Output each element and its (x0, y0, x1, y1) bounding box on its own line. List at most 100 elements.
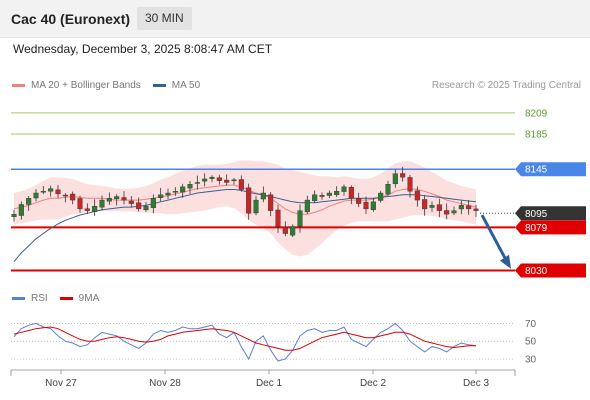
level-tag-8145: 8145 (515, 162, 586, 177)
candle-body (282, 227, 288, 234)
chart-header: Cac 40 (Euronext) 30 MIN (0, 0, 590, 38)
candle (304, 195, 310, 214)
candle (334, 186, 340, 198)
candle (194, 175, 200, 190)
candle-body (92, 206, 98, 213)
instrument-title: Cac 40 (Euronext) (11, 11, 131, 27)
candle-body (165, 192, 171, 196)
candle-body (334, 191, 340, 195)
bollinger-band (14, 160, 476, 257)
candle-body (202, 178, 208, 182)
ma20-line (13, 184, 477, 215)
candle-body (26, 198, 32, 205)
candle-body (106, 198, 112, 202)
candle-body (84, 208, 90, 211)
candle (143, 202, 149, 213)
candle (312, 190, 318, 203)
candle-body (216, 177, 222, 181)
legend-9ma-swatch (59, 297, 73, 300)
timeframe-button[interactable]: 30 MIN (137, 7, 192, 30)
candles (11, 166, 479, 238)
candle (407, 175, 413, 198)
candle (246, 183, 252, 220)
candle-body (400, 173, 406, 178)
candle-body (11, 213, 17, 218)
candle-body (458, 205, 464, 210)
level-label-8079: 8079 (525, 223, 548, 234)
candle (363, 196, 369, 215)
candle (150, 194, 156, 214)
candle (290, 224, 296, 238)
candle-body (414, 190, 420, 201)
candle-body (99, 199, 105, 208)
candle-body (40, 191, 46, 193)
candle (385, 180, 391, 197)
candle-body (378, 192, 384, 201)
ma50-line (13, 189, 477, 263)
main-legend: MA 20 + Bollinger Bands MA 50 (12, 80, 212, 91)
candle (187, 181, 193, 194)
candle-body (319, 195, 325, 197)
candle (106, 192, 112, 205)
level-tag-bg-8095 (515, 206, 586, 221)
rsi-tick-70: 70 (525, 319, 537, 330)
candle-body (290, 226, 296, 236)
candle (282, 221, 288, 237)
x-tick-label: Nov 28 (149, 378, 181, 389)
candle (451, 206, 457, 216)
candle-body (180, 186, 186, 193)
legend-ma50: MA 50 (152, 80, 201, 91)
candle (48, 185, 54, 197)
candle (165, 188, 171, 200)
candle-body (473, 208, 479, 211)
candle-body (209, 176, 215, 179)
credit-text: Research © 2025 Trading Central (431, 80, 581, 91)
candle-body (260, 192, 266, 200)
candle-body (70, 193, 76, 201)
rsi-line (13, 322, 477, 362)
candle (392, 169, 398, 188)
candle-body (370, 201, 376, 210)
candle-body (150, 198, 156, 209)
rsi-legend: RSI 9MA (12, 293, 111, 304)
level-tag-bg-8030 (515, 263, 586, 278)
rsi-9ma-line (13, 326, 476, 351)
candle-body (268, 194, 274, 211)
candle-body (158, 194, 164, 198)
level-label-8145: 8145 (525, 165, 548, 176)
candle (268, 192, 274, 217)
legend-ma20: MA 20 + Bollinger Bands (12, 80, 141, 91)
candle-body (33, 192, 39, 199)
candle-body (312, 194, 318, 202)
legend-ma50-label: MA 50 (171, 80, 201, 91)
candle-body (121, 197, 127, 201)
level-tag-8030: 8030 (515, 263, 586, 278)
candle (70, 191, 76, 205)
candle-body (297, 210, 303, 227)
candle (77, 195, 83, 213)
candle (422, 195, 428, 216)
candle (260, 186, 266, 203)
candle (348, 185, 354, 205)
candle-body (172, 191, 178, 193)
candle (341, 184, 347, 196)
candle (172, 187, 178, 196)
candle-body (187, 184, 193, 189)
candle (62, 193, 68, 203)
level-tag-bg-8079 (515, 220, 586, 235)
candle-body (422, 199, 428, 210)
candle-body (77, 198, 83, 210)
candle (253, 195, 259, 216)
candle-body (341, 186, 347, 192)
level-label-8030: 8030 (525, 266, 548, 277)
level-label-8185: 8185 (525, 130, 548, 141)
candle-body (304, 199, 310, 213)
candle-body (356, 198, 362, 204)
candle (11, 209, 17, 222)
candle-body (466, 205, 472, 210)
candle-body (407, 177, 413, 192)
candle-body (326, 192, 332, 196)
candle (473, 204, 479, 218)
candle (231, 178, 237, 185)
candle-body (18, 204, 24, 216)
